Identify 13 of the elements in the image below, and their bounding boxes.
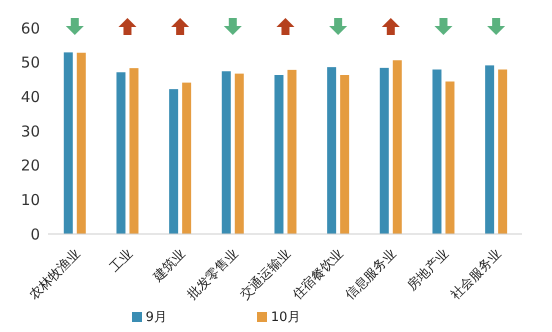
y-tick-label: 40 (20, 88, 40, 106)
x-tick-label: 信息服务业 (342, 246, 400, 304)
x-tick-label: 社会服务业 (448, 246, 505, 304)
y-tick-label: 60 (20, 19, 40, 38)
legend-label: 10月 (270, 310, 300, 325)
y-tick-label: 20 (20, 156, 40, 175)
x-tick-label: 农林牧渔业 (26, 246, 84, 304)
y-tick-label: 50 (20, 54, 40, 72)
y-tick-label: 30 (20, 122, 40, 140)
y-tick-label: 10 (20, 190, 40, 209)
legend-label: 9月 (146, 310, 167, 325)
y-tick-label: 0 (30, 225, 40, 244)
x-tick-label: 工业 (107, 246, 136, 276)
